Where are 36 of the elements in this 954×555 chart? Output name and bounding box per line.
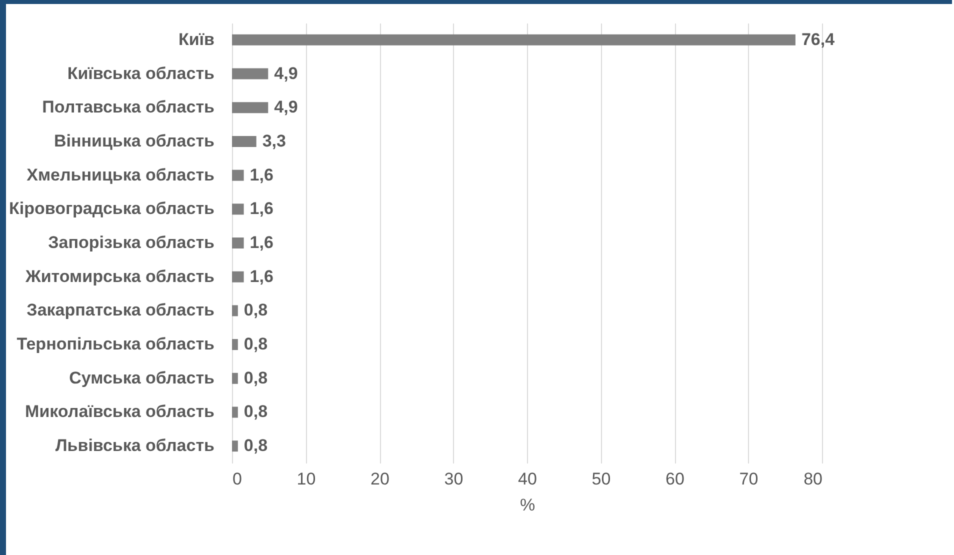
x-tick-label: 50 — [592, 470, 611, 488]
x-tick-label: 70 — [739, 470, 758, 488]
x-tick-label: 30 — [444, 470, 464, 488]
x-tick-label: 0 — [232, 470, 242, 488]
x-tick-label: 40 — [518, 470, 537, 488]
x-tick-label: 20 — [370, 470, 390, 488]
y-tick-label: Закарпатська область — [26, 300, 214, 320]
y-tick-label: Тернопільська область — [16, 334, 214, 354]
y-tick-label: Кіровоградська область — [8, 199, 214, 218]
data-label: 1,6 — [250, 165, 274, 184]
y-tick-label: Київська область — [67, 64, 214, 83]
y-tick-label: Запорізька область — [48, 233, 214, 252]
data-label: 0,8 — [244, 402, 268, 422]
data-label: 0,8 — [244, 334, 268, 354]
y-tick-label: Житомирська область — [24, 266, 214, 286]
data-label: 76,4 — [801, 30, 836, 49]
data-label: 0,8 — [244, 436, 268, 456]
data-label: 4,9 — [274, 98, 298, 117]
data-label: 0,8 — [244, 368, 268, 388]
data-label: 1,6 — [250, 266, 274, 286]
data-label: 3,3 — [262, 131, 286, 150]
y-tick-label: Миколаївська область — [25, 402, 214, 422]
y-tick-label: Хмельницька область — [26, 165, 214, 184]
y-tick-label: Львівська область — [55, 436, 214, 456]
data-label: 1,6 — [250, 199, 274, 218]
data-label: 0,8 — [244, 300, 268, 320]
data-label: 4,9 — [274, 64, 298, 83]
x-tick-label: 60 — [666, 470, 684, 488]
x-tick-label: 80 — [804, 470, 822, 488]
y-tick-label: Вінницька область — [54, 131, 214, 150]
y-tick-label: Київ — [178, 30, 214, 49]
data-label: 1,6 — [250, 233, 274, 252]
x-tick-label: 10 — [296, 470, 316, 488]
x-axis-title: % — [520, 496, 536, 514]
y-tick-label: Полтавська область — [42, 98, 214, 117]
y-tick-label: Сумська область — [69, 368, 214, 388]
